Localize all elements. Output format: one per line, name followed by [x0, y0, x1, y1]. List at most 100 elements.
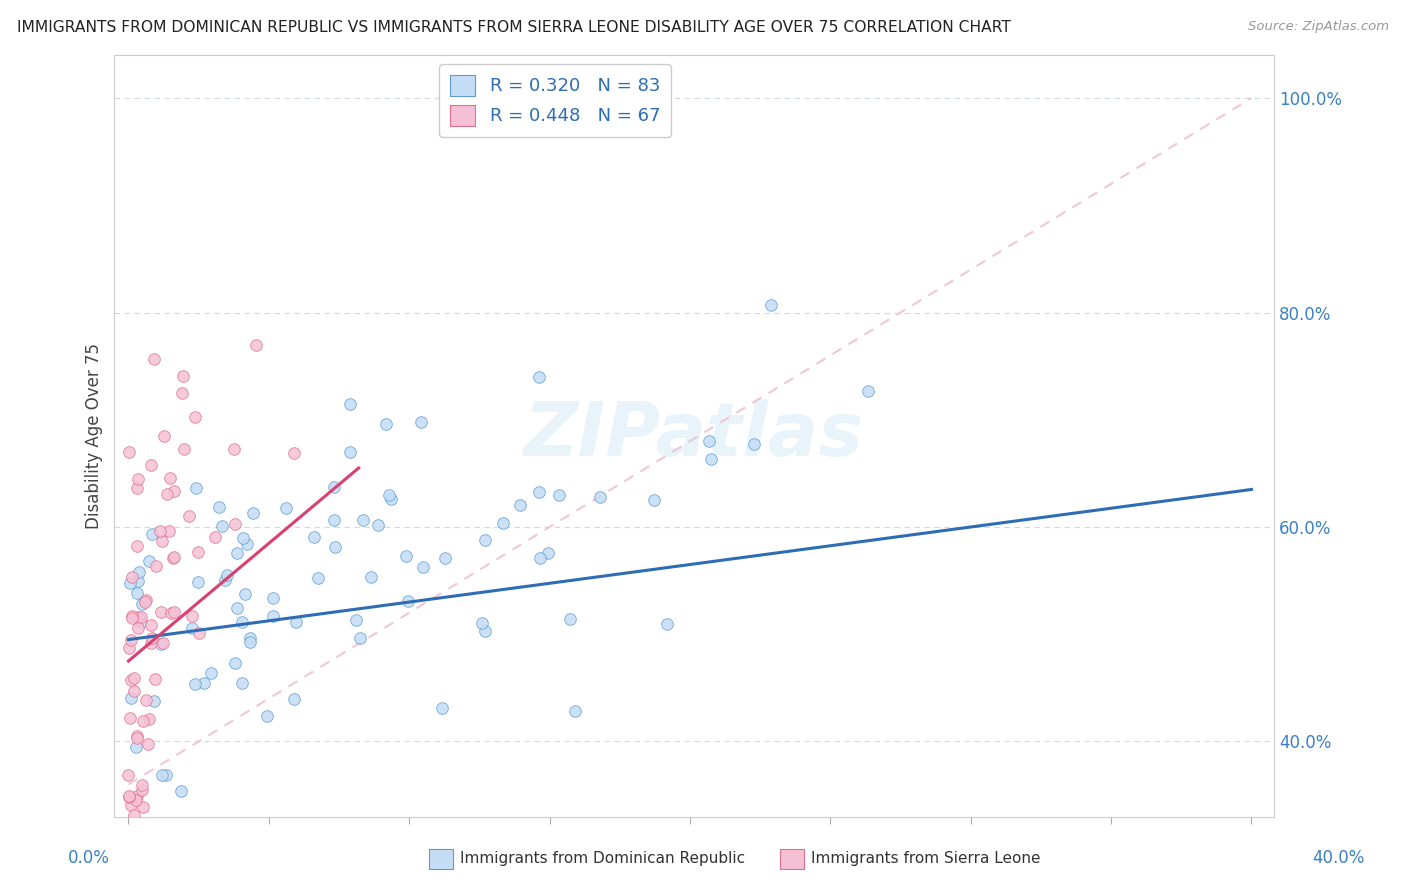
- Point: [163, 605, 186, 619]
- Point: [127, 481, 149, 495]
- Point: [742, 436, 765, 450]
- Text: IMMIGRANTS FROM DOMINICAN REPUBLIC VS IMMIGRANTS FROM SIERRA LEONE DISABILITY AG: IMMIGRANTS FROM DOMINICAN REPUBLIC VS IM…: [17, 20, 1011, 35]
- Point: [187, 575, 209, 590]
- Point: [127, 621, 149, 635]
- Point: [125, 586, 148, 600]
- Point: [135, 593, 157, 607]
- Point: [170, 386, 193, 401]
- Point: [474, 533, 496, 548]
- Point: [138, 554, 160, 568]
- Point: [564, 704, 586, 718]
- Point: [150, 637, 173, 651]
- Point: [527, 485, 550, 500]
- Point: [122, 671, 145, 685]
- Point: [173, 442, 195, 456]
- Point: [262, 591, 284, 606]
- Point: [157, 524, 180, 539]
- Point: [283, 445, 305, 459]
- Text: Source: ZipAtlas.com: Source: ZipAtlas.com: [1249, 20, 1389, 33]
- Point: [378, 488, 401, 502]
- Point: [527, 370, 550, 384]
- Point: [120, 691, 142, 706]
- Point: [352, 512, 374, 526]
- Point: [172, 369, 194, 384]
- Point: [224, 517, 246, 532]
- Point: [127, 789, 149, 804]
- Point: [360, 569, 382, 583]
- Point: [204, 530, 226, 544]
- Point: [759, 298, 782, 312]
- Point: [131, 615, 153, 629]
- Point: [118, 711, 141, 725]
- Point: [233, 587, 256, 601]
- Point: [131, 778, 153, 792]
- Point: [339, 444, 361, 458]
- Point: [132, 800, 155, 814]
- Point: [122, 808, 145, 822]
- Point: [323, 514, 346, 528]
- Point: [697, 434, 720, 448]
- Point: [145, 559, 167, 574]
- Point: [548, 488, 571, 502]
- Point: [432, 701, 454, 715]
- Point: [374, 417, 396, 431]
- Point: [262, 609, 284, 624]
- Point: [239, 631, 262, 645]
- Point: [242, 507, 264, 521]
- Point: [127, 574, 149, 589]
- Point: [131, 597, 153, 611]
- Point: [143, 672, 166, 686]
- Point: [152, 635, 174, 649]
- Point: [129, 610, 152, 624]
- Point: [284, 615, 307, 630]
- Point: [236, 537, 259, 551]
- Point: [283, 692, 305, 706]
- Point: [148, 524, 170, 538]
- Y-axis label: Disability Age Over 75: Disability Age Over 75: [86, 343, 103, 529]
- Point: [215, 568, 238, 582]
- Point: [141, 631, 163, 645]
- Point: [125, 729, 148, 743]
- Point: [117, 768, 139, 782]
- Point: [120, 798, 142, 813]
- Point: [186, 481, 208, 495]
- Point: [131, 783, 153, 797]
- Point: [509, 498, 531, 512]
- Point: [349, 631, 371, 645]
- Point: [180, 609, 202, 624]
- Point: [380, 492, 402, 507]
- Point: [121, 633, 143, 648]
- Point: [211, 518, 233, 533]
- Point: [155, 768, 177, 782]
- Point: [117, 790, 139, 805]
- Point: [492, 516, 515, 531]
- Point: [394, 549, 416, 563]
- Point: [411, 415, 433, 429]
- Point: [184, 409, 207, 424]
- Point: [226, 600, 249, 615]
- Point: [214, 573, 236, 587]
- Point: [127, 472, 149, 486]
- Point: [529, 550, 551, 565]
- Point: [224, 442, 246, 457]
- Point: [139, 618, 162, 632]
- Point: [170, 784, 193, 798]
- Point: [122, 683, 145, 698]
- Point: [434, 550, 457, 565]
- Point: [187, 545, 209, 559]
- Point: [187, 626, 209, 640]
- Text: ZIPatlas: ZIPatlas: [524, 400, 865, 473]
- Point: [142, 694, 165, 708]
- Point: [163, 483, 186, 498]
- Point: [135, 693, 157, 707]
- Point: [231, 615, 253, 630]
- Point: [121, 570, 143, 584]
- Point: [134, 595, 156, 609]
- Text: 40.0%: 40.0%: [1312, 849, 1365, 867]
- Point: [224, 656, 246, 670]
- Point: [367, 517, 389, 532]
- Point: [200, 666, 222, 681]
- Point: [127, 539, 149, 553]
- Point: [121, 611, 143, 625]
- Point: [239, 635, 262, 649]
